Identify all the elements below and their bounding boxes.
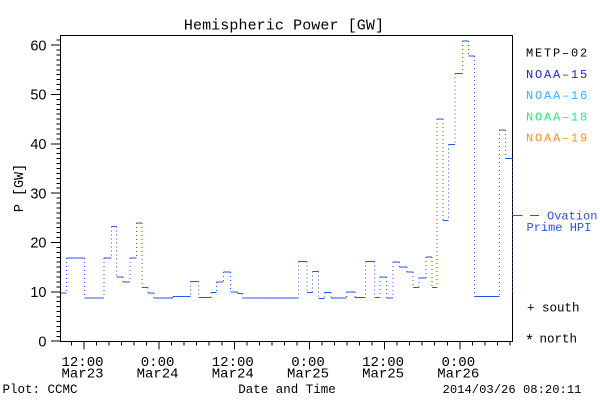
svg-text:NOAA–15: NOAA–15 bbox=[526, 68, 589, 82]
svg-text:0:00: 0:00 bbox=[441, 355, 475, 371]
svg-text:Hemispheric Power [GW]: Hemispheric Power [GW] bbox=[184, 18, 384, 35]
svg-text:2014/03/26 08:20:11: 2014/03/26 08:20:11 bbox=[443, 383, 582, 397]
svg-text:Date and Time: Date and Time bbox=[238, 383, 336, 397]
svg-text:NOAA–19: NOAA–19 bbox=[526, 132, 589, 146]
svg-text:30: 30 bbox=[30, 186, 46, 202]
svg-text:40: 40 bbox=[30, 137, 46, 153]
svg-text:north: north bbox=[540, 332, 578, 346]
svg-text:50: 50 bbox=[30, 88, 46, 104]
svg-text:Mar23: Mar23 bbox=[61, 367, 103, 383]
svg-text:METP–02: METP–02 bbox=[526, 47, 589, 61]
svg-text:P [GW]: P [GW] bbox=[13, 164, 28, 212]
svg-text:NOAA–18: NOAA–18 bbox=[526, 110, 589, 124]
svg-text:Mar24: Mar24 bbox=[137, 367, 179, 383]
svg-text:Plot: CCMC: Plot: CCMC bbox=[3, 383, 78, 397]
svg-text:12:00: 12:00 bbox=[362, 355, 404, 371]
svg-text:0:00: 0:00 bbox=[141, 355, 175, 371]
svg-text:Mar24: Mar24 bbox=[212, 367, 254, 383]
svg-text:0:00: 0:00 bbox=[291, 355, 325, 371]
svg-text:10: 10 bbox=[30, 285, 46, 301]
svg-text:Mar25: Mar25 bbox=[362, 367, 404, 383]
svg-text:Ovation: Ovation bbox=[547, 210, 597, 224]
svg-text:+ south: + south bbox=[527, 302, 580, 316]
svg-text:Mar26: Mar26 bbox=[437, 367, 479, 383]
svg-text:60: 60 bbox=[30, 38, 46, 54]
svg-text:12:00: 12:00 bbox=[61, 355, 103, 371]
svg-text:0: 0 bbox=[38, 334, 46, 350]
svg-text:20: 20 bbox=[30, 236, 46, 252]
svg-text:12:00: 12:00 bbox=[212, 355, 254, 371]
svg-text:Prime HPI: Prime HPI bbox=[527, 221, 592, 235]
svg-text:NOAA–16: NOAA–16 bbox=[526, 89, 589, 103]
svg-text:*: * bbox=[525, 333, 535, 351]
svg-text:Mar25: Mar25 bbox=[287, 367, 329, 383]
